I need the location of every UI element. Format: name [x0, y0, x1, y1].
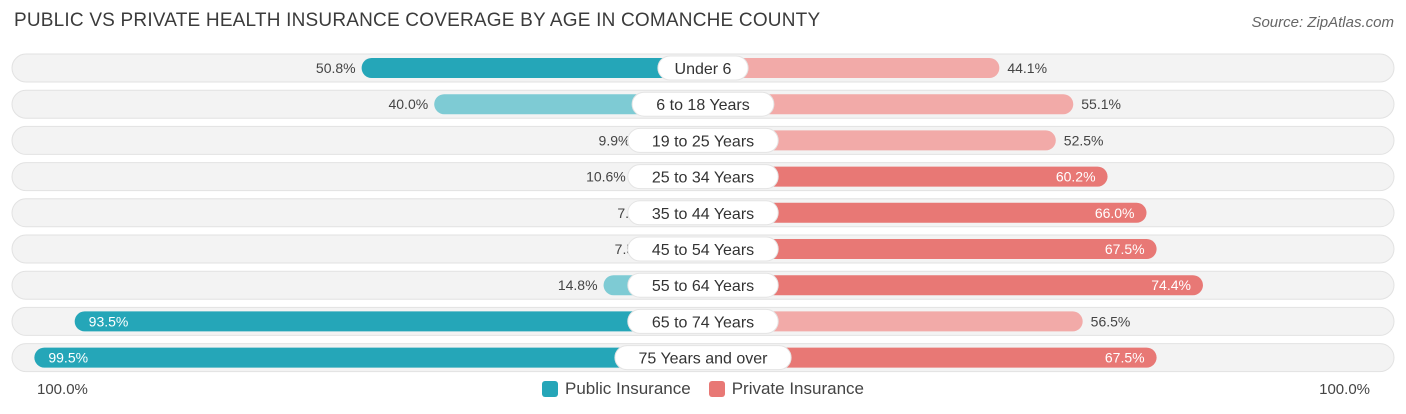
legend-item-public: Public Insurance [542, 379, 691, 399]
category-pill [627, 200, 779, 226]
legend-private-label: Private Insurance [731, 379, 864, 398]
category-pill [657, 55, 749, 81]
public-value-label: 40.0% [388, 96, 428, 112]
private-value-label: 67.5% [1105, 350, 1145, 366]
legend-public-label: Public Insurance [565, 379, 691, 398]
private-value-label: 52.5% [1064, 132, 1104, 148]
private-bar [703, 166, 1108, 187]
category-label: Under 6 [675, 61, 732, 78]
category-label: 65 to 74 Years [652, 314, 754, 331]
private-bar [703, 94, 1074, 115]
axis-right-label: 100.0% [1319, 381, 1370, 398]
public-bar [361, 58, 703, 78]
private-bar [703, 347, 1157, 368]
category-pill [631, 91, 775, 117]
category-label: 6 to 18 Years [656, 97, 749, 114]
legend-item-private: Private Insurance [708, 379, 864, 399]
category-pill [627, 236, 779, 262]
source-label: Source: ZipAtlas.com [1251, 14, 1394, 31]
category-label: 25 to 34 Years [652, 170, 754, 187]
public-value-label: 93.5% [89, 313, 129, 329]
private-value-label: 60.2% [1056, 169, 1096, 185]
public-value-label: 10.6% [586, 169, 626, 185]
public-value-label: 14.8% [558, 277, 598, 293]
private-value-label: 67.5% [1105, 241, 1145, 257]
category-pill [627, 308, 779, 334]
category-label: 45 to 54 Years [652, 242, 754, 259]
private-bar [703, 58, 1000, 78]
public-value-label: 50.8% [316, 60, 356, 76]
public-value-label: 99.5% [48, 350, 88, 366]
legend: Public Insurance Private Insurance [0, 379, 1406, 399]
private-value-label: 66.0% [1095, 205, 1135, 221]
private-bar [703, 311, 1083, 332]
private-value-label: 44.1% [1007, 60, 1047, 76]
private-value-label: 55.1% [1081, 96, 1121, 112]
private-bar [703, 202, 1147, 223]
axis-left-label: 100.0% [37, 381, 88, 398]
category-pill [627, 164, 779, 190]
private-value-label: 74.4% [1151, 277, 1191, 293]
public-swatch-icon [542, 381, 558, 397]
category-pill [614, 345, 792, 371]
private-value-label: 56.5% [1091, 313, 1131, 329]
category-pill [627, 127, 779, 153]
category-label: 75 Years and over [639, 351, 769, 368]
category-label: 35 to 44 Years [652, 206, 754, 223]
diverging-bar-chart: 50.8% 44.1% Under 6 40.0% 55.1% 6 to 18 Years… [11, 53, 1395, 373]
category-label: 19 to 25 Years [652, 133, 754, 150]
public-bar [34, 347, 704, 368]
category-label: 55 to 64 Years [652, 278, 754, 295]
public-bar [74, 311, 704, 332]
private-bar [703, 130, 1056, 151]
private-bar [703, 239, 1157, 259]
public-value-label: 9.9% [599, 132, 631, 148]
private-bar [703, 275, 1203, 296]
private-swatch-icon [708, 381, 725, 397]
chart-title: PUBLIC VS PRIVATE HEALTH INSURANCE COVER… [14, 10, 821, 31]
category-pill [627, 272, 779, 298]
